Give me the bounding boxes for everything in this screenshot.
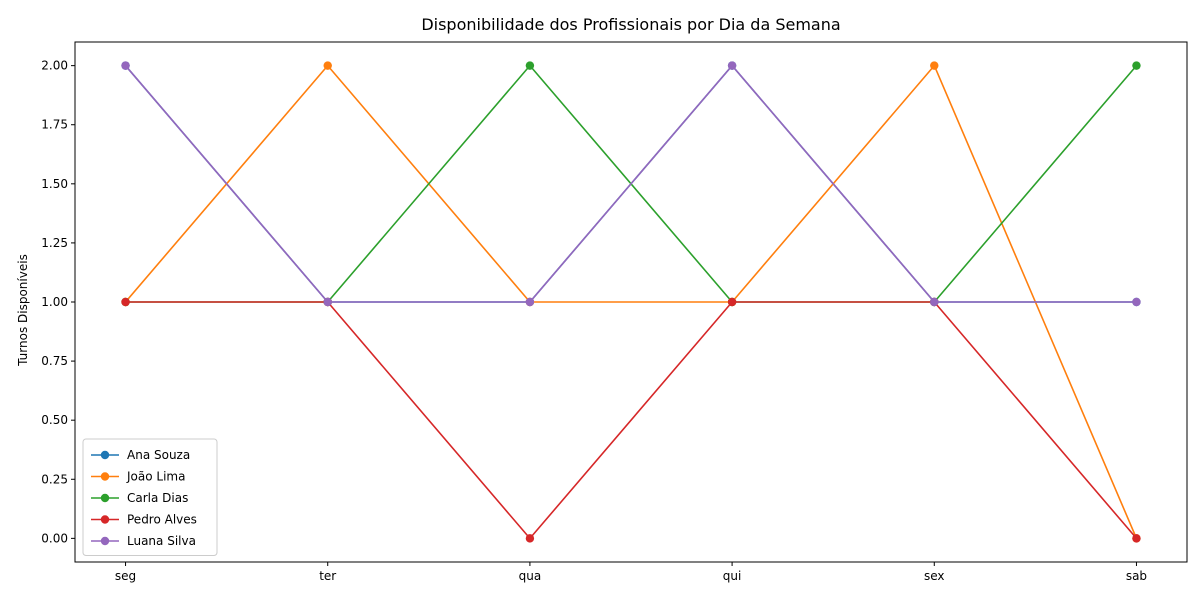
legend-label: Carla Dias: [127, 491, 188, 505]
legend-label: Ana Souza: [127, 448, 190, 462]
series-line: [124, 64, 1138, 539]
legend-marker: [100, 450, 110, 460]
x-tick-label: qui: [723, 569, 742, 583]
y-tick-label: 0.75: [41, 354, 68, 368]
x-tick-label: sex: [924, 569, 945, 583]
data-point: [930, 61, 939, 70]
series-line: [125, 301, 1138, 540]
x-tick-label: sab: [1126, 569, 1147, 583]
legend-marker: [100, 472, 110, 481]
data-point: [525, 61, 535, 70]
data-point: [525, 534, 535, 543]
data-point: [1132, 297, 1141, 307]
y-tick-label: 2.00: [41, 59, 68, 73]
data-point: [121, 61, 130, 70]
legend-item: Pedro Alves: [91, 513, 197, 527]
chart-title: Disponibilidade dos Profissionais por Di…: [421, 15, 840, 34]
x-tick-label: ter: [319, 569, 336, 583]
y-tick-label: 1.75: [41, 118, 68, 132]
x-tick-label: seg: [115, 569, 136, 583]
data-point: [323, 297, 332, 307]
y-axis-label: Turnos Disponíveis: [16, 254, 30, 367]
legend-label: Luana Silva: [127, 534, 196, 548]
legend-label: João Lima: [126, 470, 185, 484]
legend-item: João Lima: [91, 470, 185, 484]
legend-marker: [100, 536, 110, 546]
y-tick-label: 1.00: [41, 295, 68, 309]
data-point: [1132, 61, 1141, 70]
legend-item: Luana Silva: [91, 534, 196, 548]
legend: Ana Souza João Lima Carla Dias Pedro Alves L…: [82, 438, 218, 556]
y-tick-label: 1.25: [41, 236, 68, 250]
y-tick-label: 0.50: [41, 413, 68, 427]
data-point: [727, 61, 737, 70]
data-point: [323, 61, 332, 70]
data-point: [121, 297, 130, 307]
legend-box: [82, 438, 218, 556]
axes: seg ter qua qui sex sab 0.00 0.25 0.50 0.75 1.00 1.…: [41, 41, 1188, 583]
x-tick-label: qua: [519, 569, 542, 583]
series-group: [121, 61, 1141, 543]
y-tick-label: 0.00: [41, 531, 68, 545]
legend-marker: [100, 493, 110, 503]
data-point: [930, 297, 939, 307]
y-tick-label: 0.25: [41, 472, 68, 486]
data-point: [1132, 534, 1141, 543]
y-tick-label: 1.50: [41, 177, 68, 191]
data-point: [525, 297, 535, 307]
data-point: [727, 297, 737, 307]
series-pedro-alves: [121, 297, 1141, 543]
series-line: [124, 64, 1137, 303]
series-luana-silva: [121, 61, 1141, 307]
legend-marker: [100, 515, 110, 524]
legend-item: Ana Souza: [91, 448, 190, 462]
legend-label: Pedro Alves: [127, 513, 197, 527]
legend-item: Carla Dias: [91, 491, 188, 505]
